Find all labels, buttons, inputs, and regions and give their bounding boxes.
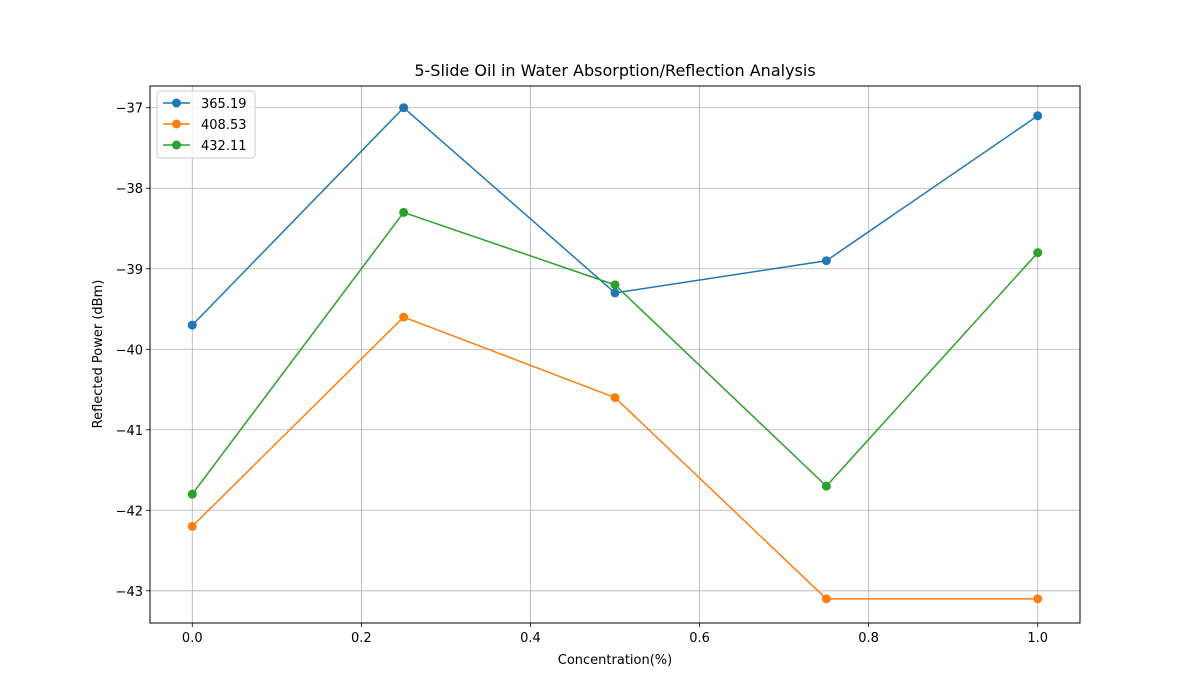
- y-tick-label: −39: [116, 263, 143, 278]
- x-tick-label: 1.0: [1027, 631, 1048, 646]
- legend-label: 432.11: [201, 139, 247, 154]
- x-axis-label: Concentration(%): [558, 653, 672, 668]
- y-axis-label: Reflected Power (dBm): [91, 280, 106, 429]
- x-tick-label: 0.8: [858, 631, 879, 646]
- legend-box: [156, 90, 256, 159]
- legend-label: 365.19: [201, 97, 247, 112]
- x-tick-label: 0.4: [520, 631, 541, 646]
- grid-lines: [150, 86, 1080, 623]
- y-tick-label: −40: [116, 343, 143, 358]
- series-432.11: [187, 207, 1043, 499]
- data-point-408.53: [821, 594, 831, 604]
- data-point-408.53: [1033, 594, 1043, 604]
- legend-items: 365.19 408.53 432.11: [163, 97, 247, 154]
- data-point-365.19: [821, 256, 831, 266]
- y-axis-ticks: −43 −42 −41 −40 −39 −38 −37: [116, 102, 150, 600]
- legend-item-432.11: 432.11: [163, 139, 247, 154]
- legend-item-408.53: 408.53: [163, 118, 247, 133]
- series-line-408.53: [191, 316, 1038, 600]
- series-line-432.11: [191, 211, 1039, 495]
- series-408.53: [187, 312, 1043, 604]
- legend-marker: [172, 119, 181, 129]
- data-point-408.53: [610, 393, 620, 403]
- series-365.19: [187, 103, 1043, 330]
- y-tick-label: −43: [116, 585, 143, 600]
- data-point-408.53: [187, 521, 197, 531]
- data-point-365.19: [399, 103, 409, 113]
- data-point-365.19: [1033, 111, 1043, 121]
- x-tick-label: 0.2: [351, 631, 372, 646]
- x-tick-label: 0.0: [182, 631, 203, 646]
- data-point-408.53: [399, 312, 409, 322]
- chart-title: 5-Slide Oil in Water Absorption/Reflecti…: [414, 61, 815, 80]
- data-point-432.11: [399, 207, 409, 217]
- data-point-365.19: [610, 288, 620, 298]
- x-axis-ticks: 0.0 0.2 0.4 0.6 0.8 1.0: [182, 623, 1048, 646]
- plot-frame: [149, 85, 1081, 624]
- data-point-432.11: [610, 280, 620, 290]
- legend-marker: [172, 98, 181, 108]
- data-point-432.11: [1033, 248, 1043, 258]
- legend-marker: [172, 140, 181, 150]
- x-tick-label: 0.6: [689, 631, 710, 646]
- y-tick-label: −41: [116, 424, 143, 439]
- data-point-432.11: [821, 481, 831, 491]
- y-tick-label: −38: [116, 182, 143, 197]
- legend: 365.19 408.53 432.11: [156, 90, 256, 159]
- legend-item-365.19: 365.19: [163, 97, 247, 112]
- y-tick-label: −37: [116, 102, 143, 117]
- y-tick-label: −42: [116, 504, 143, 519]
- data-point-432.11: [187, 489, 197, 499]
- data-point-365.19: [187, 320, 197, 330]
- series-layer: [187, 103, 1043, 604]
- legend-label: 408.53: [201, 118, 247, 133]
